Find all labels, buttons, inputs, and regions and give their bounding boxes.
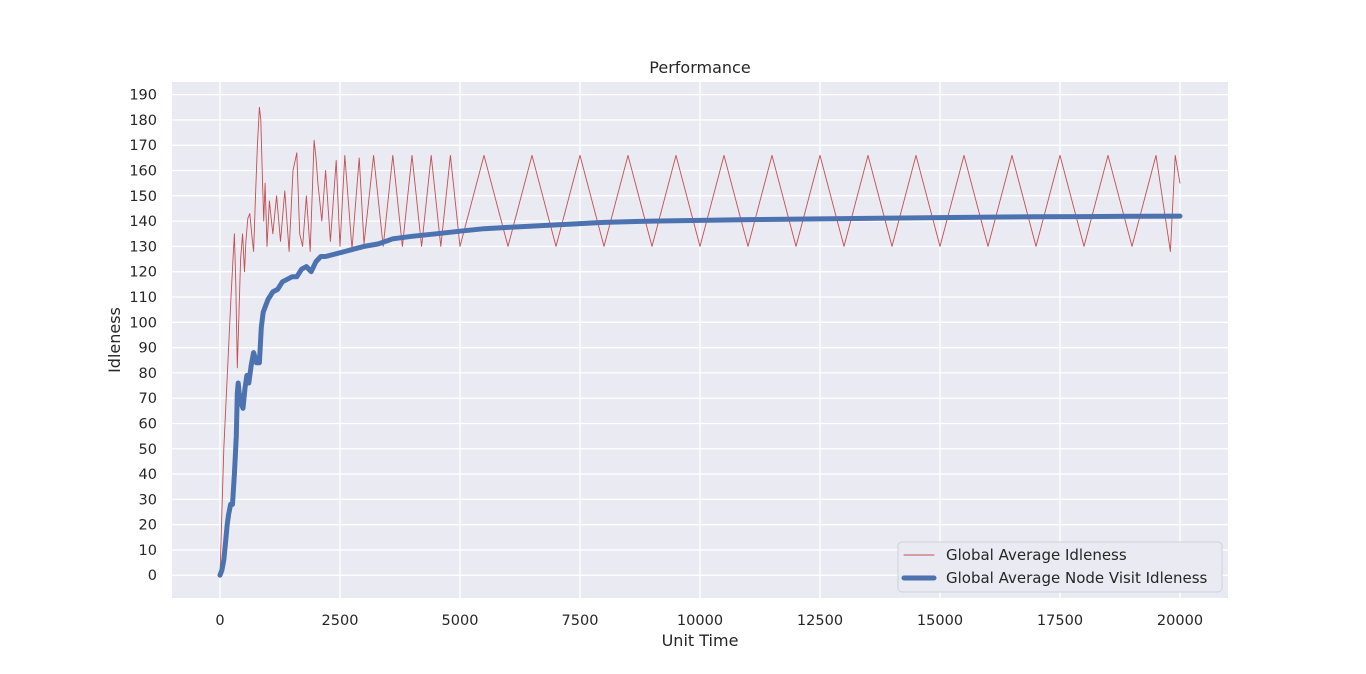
y-tick-label: 110 xyxy=(129,290,157,306)
y-tick-label: 60 xyxy=(139,416,157,432)
y-tick-label: 150 xyxy=(129,189,157,205)
legend-label-global-average-idleness: Global Average Idleness xyxy=(946,546,1127,564)
y-tick-label: 190 xyxy=(129,88,157,104)
legend-box xyxy=(897,541,1223,593)
x-tick-label: 5000 xyxy=(442,613,479,629)
x-tick-label: 17500 xyxy=(1037,613,1083,629)
legend: Global Average Idleness Global Average N… xyxy=(897,541,1223,593)
chart-title: Performance xyxy=(649,58,750,77)
y-tick-label: 160 xyxy=(129,164,157,180)
x-axis-label: Unit Time xyxy=(662,631,739,650)
y-tick-label: 180 xyxy=(129,113,157,129)
y-tick-label: 0 xyxy=(148,568,157,584)
y-tick-label: 30 xyxy=(139,492,157,508)
y-tick-label: 80 xyxy=(139,366,157,382)
x-tick-label: 20000 xyxy=(1157,613,1203,629)
y-tick-label: 20 xyxy=(139,518,157,534)
y-tick-label: 50 xyxy=(139,442,157,458)
y-tick-label: 120 xyxy=(129,265,157,281)
y-tick-label: 100 xyxy=(129,315,157,331)
x-tick-label: 0 xyxy=(215,613,224,629)
x-tick-label: 7500 xyxy=(562,613,599,629)
legend-label-global-average-node-visit-idleness: Global Average Node Visit Idleness xyxy=(946,569,1208,587)
y-tick-label: 70 xyxy=(139,391,157,407)
series-line-global-average-node-visit-idleness xyxy=(217,213,1183,578)
x-tick-label: 2500 xyxy=(322,613,359,629)
y-axis-label: Idleness xyxy=(105,307,124,373)
series-layer xyxy=(217,106,1183,578)
series-line-global-average-idleness xyxy=(219,106,1181,576)
y-tick-label: 170 xyxy=(129,138,157,154)
x-tick-label: 12500 xyxy=(797,613,843,629)
y-tick-label: 40 xyxy=(139,467,157,483)
y-tick-label: 10 xyxy=(139,543,157,559)
x-tick-label: 10000 xyxy=(677,613,723,629)
y-axis-ticks: 0 10 20 30 40 50 60 70 80 90 100 110 120 130 140 150 160… xyxy=(129,88,157,585)
y-tick-label: 90 xyxy=(139,341,157,357)
x-tick-label: 15000 xyxy=(917,613,963,629)
x-axis-ticks: 0 2500 5000 7500 10000 12500 15000 17500 20000 xyxy=(215,613,1203,629)
y-tick-label: 130 xyxy=(129,239,157,255)
y-tick-label: 140 xyxy=(129,214,157,230)
